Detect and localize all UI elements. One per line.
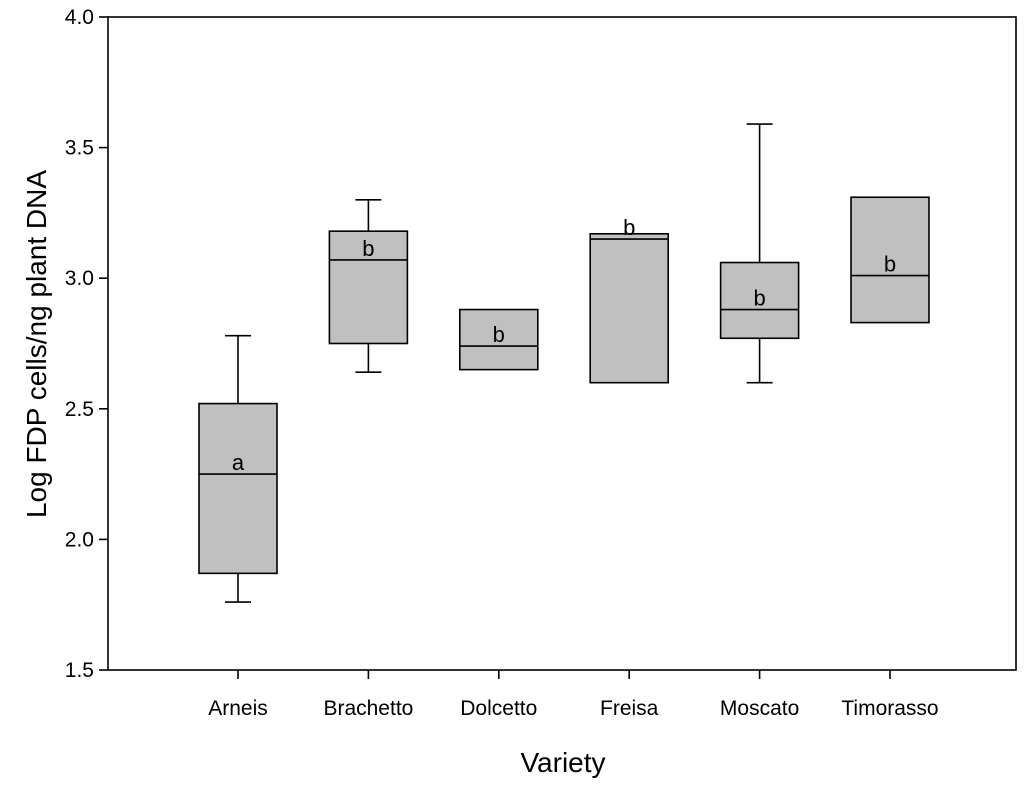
box-iqr	[198, 402, 278, 575]
box-iqr	[719, 261, 800, 340]
axes: Log FDP cells/ng plant DNA Variety 1.5 2.…	[21, 6, 1017, 778]
y-axis-title: Log FDP cells/ng plant DNA	[21, 170, 52, 518]
significance-letter: b	[362, 236, 374, 261]
x-tick-label-timorasso: Timorasso	[841, 697, 938, 720]
significance-letter: b	[623, 215, 635, 240]
box-iqr	[850, 196, 930, 324]
significance-letter: a	[232, 450, 245, 475]
box-iqr	[458, 308, 539, 371]
box-brachetto: b	[328, 199, 409, 374]
x-axis-title: Variety	[520, 747, 605, 778]
y-tick-label: 2.5	[65, 398, 94, 421]
x-tick-label-arneis: Arneis	[208, 697, 268, 720]
box-arneis: a	[198, 334, 278, 603]
box-timorasso: b	[850, 196, 930, 324]
x-tick-label-dolcetto: Dolcetto	[460, 697, 537, 720]
y-tick-label: 3.5	[65, 137, 94, 160]
plot-frame	[107, 16, 1017, 671]
box-moscato: b	[719, 123, 800, 384]
y-tick-label: 3.0	[65, 267, 94, 290]
box-iqr	[589, 232, 670, 384]
significance-letter: b	[493, 322, 505, 347]
box-freisa: b	[589, 215, 670, 384]
box-dolcetto: b	[458, 308, 539, 371]
x-tick-label-freisa: Freisa	[600, 697, 659, 720]
x-tick-label-brachetto: Brachetto	[323, 697, 413, 720]
y-tick-label: 2.0	[65, 528, 94, 551]
significance-letter: b	[884, 252, 896, 277]
box-iqr	[328, 230, 409, 345]
x-tick-label-moscato: Moscato	[720, 697, 799, 720]
y-tick-label: 1.5	[65, 659, 94, 682]
significance-letter: b	[753, 286, 765, 311]
plot-area: a b b b b b	[198, 123, 930, 603]
y-tick-label: 4.0	[65, 6, 94, 29]
